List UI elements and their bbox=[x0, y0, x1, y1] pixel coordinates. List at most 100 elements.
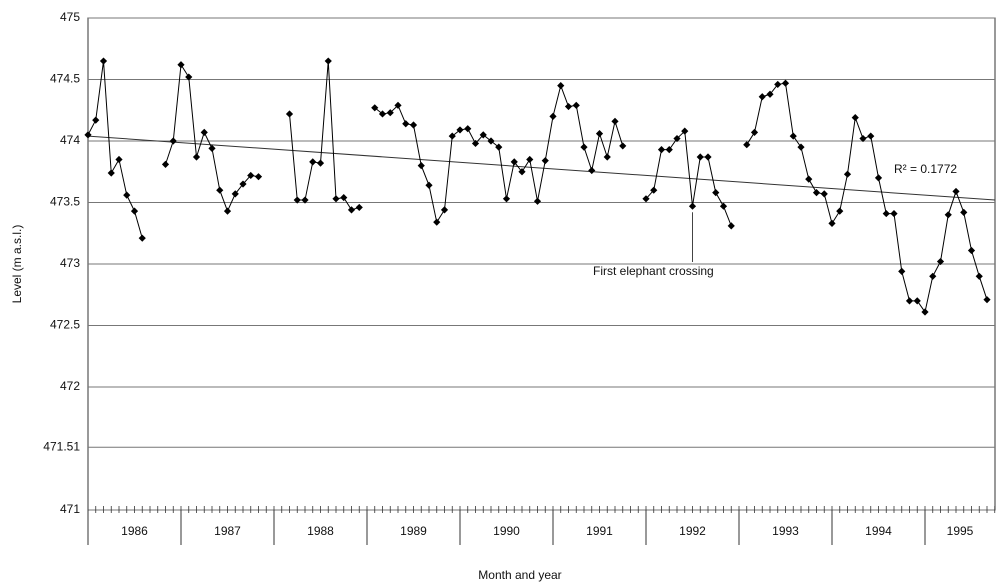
data-point bbox=[324, 57, 332, 65]
data-point bbox=[479, 131, 487, 139]
data-point bbox=[975, 272, 983, 280]
data-point bbox=[828, 219, 836, 228]
data-point bbox=[254, 173, 263, 181]
y-tick-label: 472 bbox=[60, 379, 80, 393]
year-label: 1992 bbox=[679, 524, 706, 538]
data-point bbox=[557, 82, 565, 90]
data-point bbox=[301, 196, 309, 204]
data-point bbox=[750, 128, 759, 136]
data-point bbox=[417, 162, 425, 170]
data-point bbox=[223, 207, 232, 215]
data-point bbox=[402, 120, 410, 128]
data-point bbox=[874, 174, 883, 182]
data-point bbox=[185, 73, 193, 81]
data-point bbox=[704, 153, 712, 161]
data-point bbox=[805, 175, 813, 183]
data-point bbox=[169, 137, 177, 145]
data-point bbox=[983, 296, 991, 304]
data-point bbox=[619, 142, 627, 150]
data-point bbox=[84, 131, 92, 139]
data-point bbox=[712, 189, 720, 197]
data-point bbox=[781, 79, 790, 87]
data-point bbox=[774, 80, 782, 89]
data-point bbox=[541, 157, 549, 165]
data-point bbox=[898, 267, 906, 275]
year-label: 1994 bbox=[865, 524, 892, 538]
r-squared: R² = 0.1772 bbox=[894, 162, 957, 176]
data-point bbox=[495, 143, 503, 151]
data-point bbox=[743, 141, 751, 149]
data-line bbox=[87, 60, 988, 314]
data-point bbox=[161, 160, 170, 168]
y-tick-label: 472.5 bbox=[50, 318, 80, 332]
data-point bbox=[231, 190, 239, 198]
y-tick-label: 474 bbox=[60, 133, 80, 147]
y-tick-label: 474.5 bbox=[50, 72, 80, 86]
data-point bbox=[378, 110, 387, 118]
data-point bbox=[673, 134, 681, 143]
data-point bbox=[123, 191, 131, 199]
data-point bbox=[595, 130, 604, 138]
data-point bbox=[487, 137, 495, 145]
data-point bbox=[440, 206, 449, 214]
data-point bbox=[882, 209, 890, 218]
data-point bbox=[727, 222, 735, 230]
data-point bbox=[851, 114, 859, 122]
data-point bbox=[836, 207, 844, 215]
year-label: 1986 bbox=[121, 524, 148, 538]
data-point bbox=[549, 112, 557, 120]
data-point bbox=[789, 132, 797, 140]
y-tick-label: 471 bbox=[60, 502, 80, 516]
data-point bbox=[758, 93, 766, 101]
y-tick-label: 473 bbox=[60, 256, 80, 270]
year-label: 1995 bbox=[947, 524, 974, 538]
data-point bbox=[138, 234, 146, 242]
data-point bbox=[952, 187, 960, 196]
data-point bbox=[192, 153, 201, 161]
year-label: 1990 bbox=[493, 524, 520, 538]
data-point bbox=[293, 196, 301, 204]
data-point bbox=[409, 121, 418, 129]
data-point bbox=[239, 180, 247, 188]
data-point bbox=[890, 209, 898, 218]
year-label: 1993 bbox=[772, 524, 799, 538]
data-point bbox=[526, 155, 534, 164]
data-point bbox=[394, 101, 402, 109]
data-point bbox=[766, 90, 774, 98]
data-point bbox=[960, 208, 968, 216]
data-point bbox=[905, 297, 914, 305]
data-point bbox=[355, 203, 363, 212]
data-point bbox=[843, 170, 852, 178]
data-point bbox=[611, 117, 619, 125]
data-point bbox=[347, 206, 356, 214]
data-point bbox=[936, 257, 945, 266]
data-point bbox=[580, 143, 588, 151]
data-point bbox=[285, 110, 294, 118]
year-label: 1991 bbox=[586, 524, 613, 538]
data-point bbox=[564, 102, 573, 111]
data-point bbox=[99, 57, 108, 65]
data-point bbox=[921, 308, 929, 316]
data-point bbox=[177, 61, 185, 69]
data-point bbox=[371, 104, 379, 112]
data-point bbox=[603, 153, 611, 161]
data-point bbox=[309, 158, 317, 166]
y-tick-label: 475 bbox=[60, 10, 80, 24]
year-label: 1987 bbox=[214, 524, 241, 538]
year-label: 1989 bbox=[400, 524, 427, 538]
data-point bbox=[115, 155, 123, 164]
data-point bbox=[867, 132, 875, 140]
data-point bbox=[448, 132, 456, 140]
data-point bbox=[812, 189, 821, 197]
year-label: 1988 bbox=[307, 524, 334, 538]
data-point bbox=[533, 197, 542, 205]
data-point bbox=[588, 166, 596, 175]
data-point bbox=[464, 125, 472, 133]
data-point bbox=[657, 146, 666, 154]
data-point bbox=[92, 116, 100, 124]
data-point bbox=[425, 181, 433, 189]
data-point bbox=[572, 101, 580, 109]
data-point bbox=[510, 158, 518, 166]
x-axis-title: Month and year bbox=[478, 568, 561, 582]
